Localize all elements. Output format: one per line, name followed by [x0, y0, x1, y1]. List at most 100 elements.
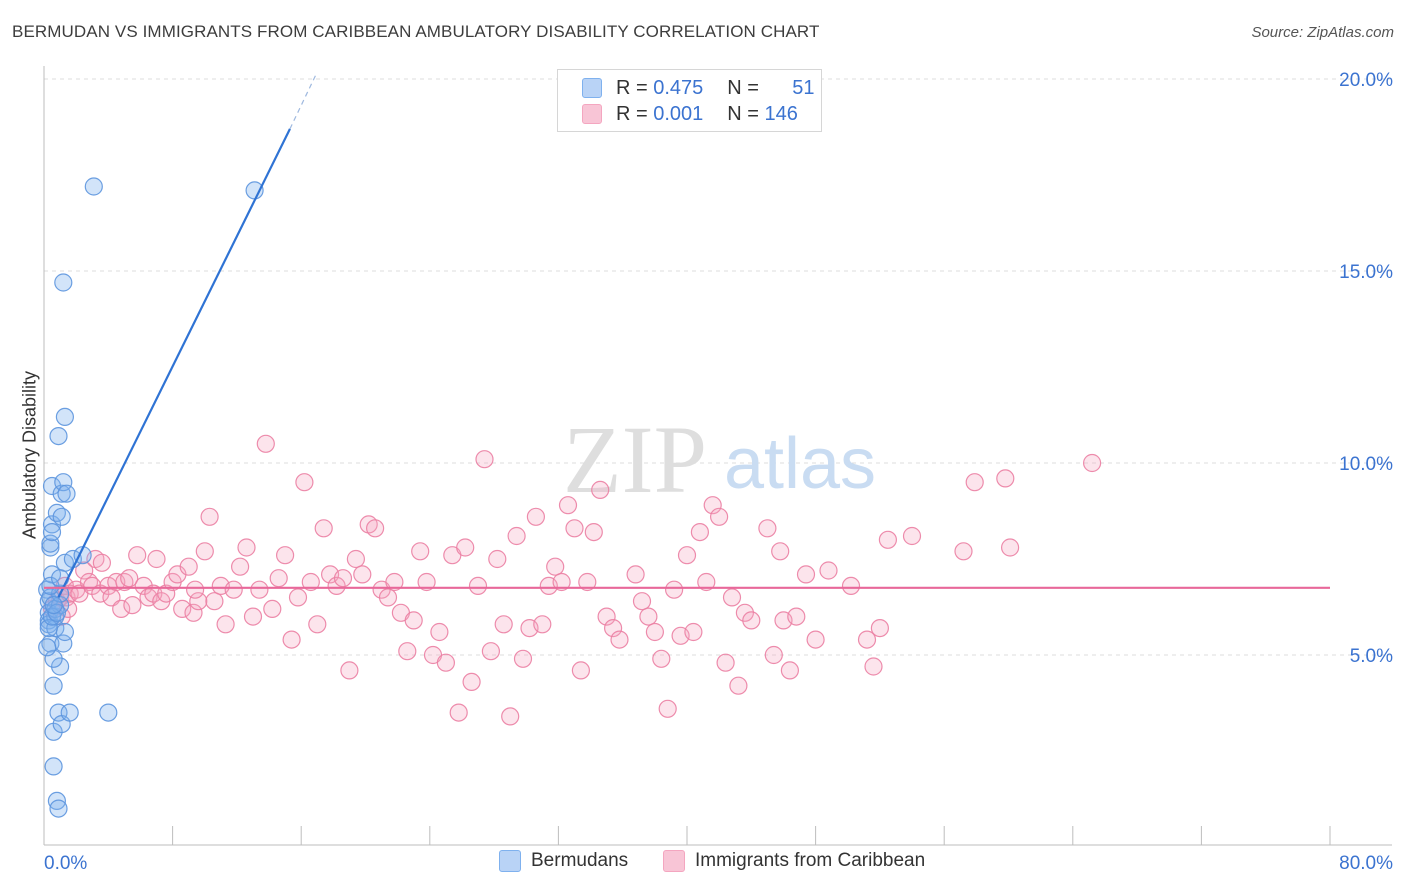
point-bermudans: [44, 595, 63, 615]
point-immigrants: [684, 622, 703, 642]
point-immigrants: [965, 473, 984, 492]
point-immigrants: [722, 588, 742, 607]
point-immigrants: [709, 507, 729, 526]
legend-label-bermudans: Bermudans: [531, 850, 629, 871]
point-immigrants: [819, 561, 838, 580]
legend-row-immigrants: R = 0.001 N = 146: [582, 102, 815, 126]
point-immigrants: [295, 473, 314, 492]
point-immigrants: [398, 642, 417, 661]
point-immigrants: [250, 580, 269, 599]
point-immigrants: [878, 530, 898, 549]
point-immigrants: [173, 599, 192, 619]
point-immigrants: [546, 557, 565, 576]
point-immigrants: [333, 569, 353, 588]
point-immigrants: [128, 546, 147, 565]
legend-item-immigrants[interactable]: Immigrants from Caribbean: [663, 850, 925, 872]
point-immigrants: [742, 611, 761, 630]
point-bermudans: [55, 407, 75, 426]
point-immigrants: [729, 676, 748, 695]
point-bermudans: [41, 576, 60, 596]
series-bermudans-points: [38, 177, 264, 818]
point-immigrants: [1082, 453, 1102, 473]
point-bermudans: [44, 649, 63, 668]
point-immigrants: [507, 526, 526, 546]
trend-lines: [44, 74, 1330, 598]
point-immigrants: [697, 572, 716, 592]
point-immigrants: [385, 572, 404, 592]
point-bermudans: [42, 522, 62, 542]
point-immigrants: [468, 576, 488, 596]
point-bermudans: [41, 538, 60, 557]
legend-n-label: N =: [727, 76, 765, 99]
point-immigrants: [610, 630, 629, 649]
point-bermudans: [54, 273, 73, 292]
point-immigrants: [597, 607, 616, 626]
point-bermudans: [52, 507, 71, 526]
point-immigrants: [456, 538, 475, 557]
legend-r-label: R =: [616, 76, 654, 99]
point-bermudans: [44, 676, 63, 695]
legend-n-label: N =: [727, 102, 765, 125]
legend-r-value: 0.001: [653, 102, 704, 125]
y-tick-label: 10.0%: [1339, 454, 1393, 475]
point-immigrants: [378, 588, 398, 607]
y-tick-label: 15.0%: [1339, 262, 1393, 283]
point-immigrants: [857, 630, 877, 649]
series-immigrants-points: [42, 434, 1102, 726]
point-immigrants: [449, 703, 468, 722]
point-immigrants: [1000, 538, 1020, 557]
point-immigrants: [841, 576, 861, 596]
point-immigrants: [340, 661, 359, 680]
axes: [43, 66, 1392, 846]
point-immigrants: [664, 580, 684, 599]
point-immigrants: [269, 569, 288, 588]
point-immigrants: [231, 557, 250, 576]
point-immigrants: [195, 542, 214, 561]
point-immigrants: [314, 519, 333, 538]
point-immigrants: [494, 615, 513, 634]
source-label: Source: ZipAtlas.com: [1251, 24, 1394, 41]
point-immigrants: [501, 707, 520, 726]
point-bermudans: [99, 703, 118, 722]
point-bermudans: [39, 618, 58, 638]
point-immigrants: [404, 611, 423, 630]
grid-lines: [44, 78, 1392, 656]
point-immigrants: [301, 572, 320, 592]
legend-r-value: 0.475: [653, 76, 704, 99]
point-immigrants: [134, 576, 153, 596]
point-immigrants: [205, 592, 224, 611]
point-immigrants: [282, 630, 301, 649]
point-immigrants: [417, 572, 436, 592]
chart-title: BERMUDAN VS IMMIGRANTS FROM CARIBBEAN AM…: [12, 22, 820, 41]
x-tick-label: 80.0%: [1339, 853, 1393, 874]
point-immigrants: [764, 645, 783, 665]
point-bermudans: [57, 484, 76, 503]
point-bermudans: [42, 515, 62, 534]
trend-line-bermudans-extension: [289, 74, 317, 130]
point-immigrants: [308, 615, 327, 634]
legend-item-bermudans[interactable]: Bermudans: [499, 850, 628, 872]
point-immigrants: [565, 519, 584, 538]
point-immigrants: [902, 526, 922, 546]
point-immigrants: [243, 607, 263, 626]
point-immigrants: [771, 542, 790, 561]
series-legend: Bermudans Immigrants from Caribbean: [0, 850, 1406, 878]
point-immigrants: [796, 565, 816, 584]
point-bermudans: [38, 638, 57, 657]
watermark-zip: ZIP: [563, 406, 707, 513]
point-immigrants: [353, 565, 372, 584]
point-immigrants: [189, 592, 208, 611]
point-immigrants: [346, 549, 365, 569]
legend-swatch-bermudans: [499, 850, 521, 872]
y-axis-label: Ambulatory Disability: [19, 370, 40, 540]
point-immigrants: [533, 615, 552, 634]
point-immigrants: [864, 657, 883, 676]
point-bermudans: [54, 473, 73, 492]
point-bermudans: [49, 799, 68, 818]
point-immigrants: [996, 469, 1015, 488]
correlation-legend: R = 0.475 N = 51 R = 0.001 N = 146: [557, 69, 822, 132]
point-immigrants: [200, 507, 219, 526]
x-tick-label: 0.0%: [44, 853, 87, 874]
point-bermudans: [41, 534, 60, 553]
point-immigrants: [475, 450, 494, 469]
